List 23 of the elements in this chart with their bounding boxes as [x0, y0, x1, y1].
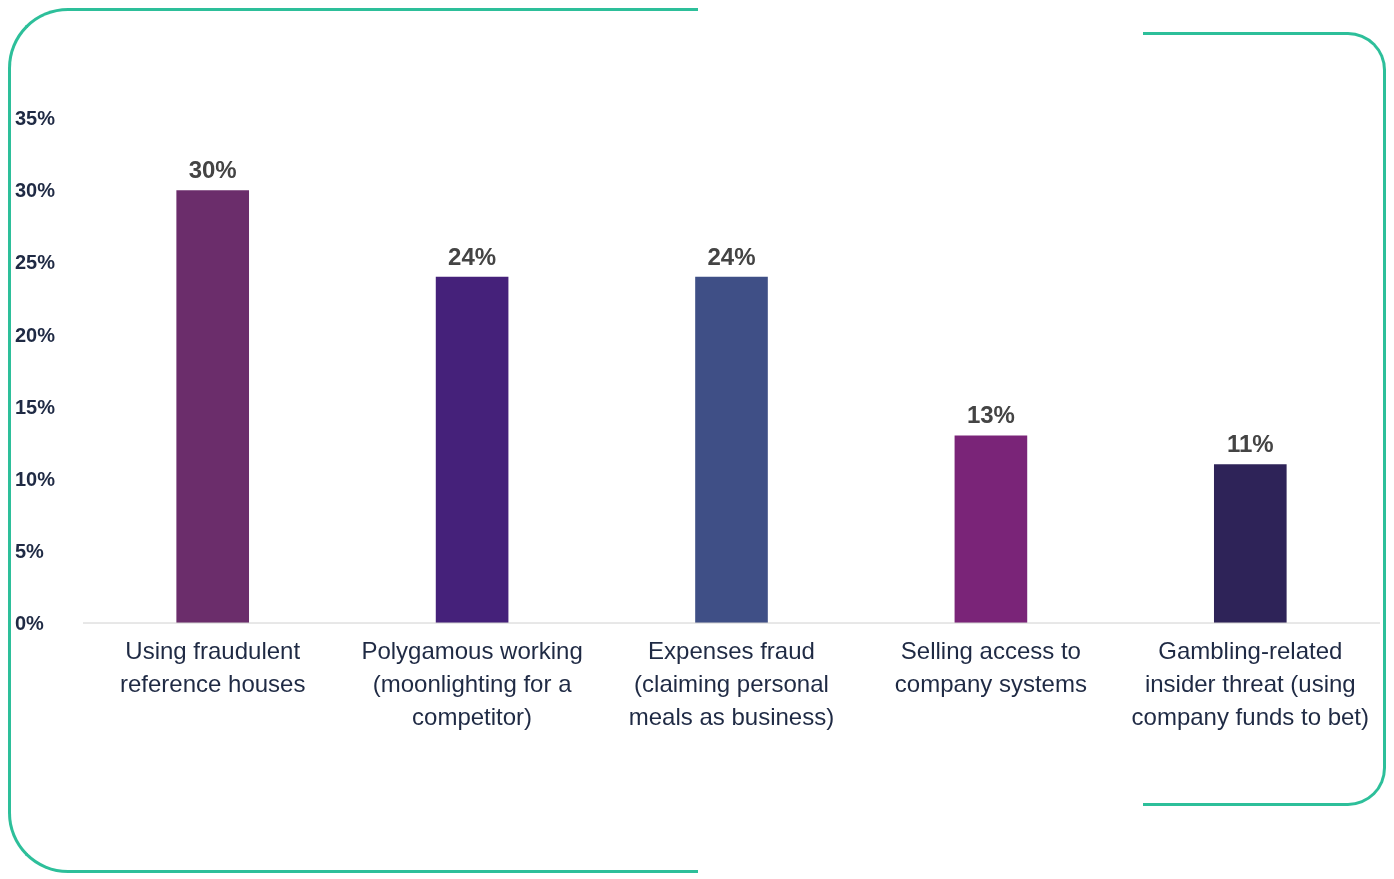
data-label: 13% [966, 401, 1015, 429]
x-tick-label: Using fraudulent reference houses [119, 637, 306, 697]
data-label: 24% [448, 242, 497, 270]
y-tick-label: 20% [15, 323, 56, 346]
bar [176, 190, 250, 623]
bar [954, 435, 1028, 623]
y-tick-label: 0% [15, 612, 45, 635]
y-tick-label: 15% [15, 395, 56, 418]
x-tick-label: Polygamous working (moonlighting for a competitor) [361, 637, 583, 730]
y-tick-label: 5% [15, 539, 45, 562]
bar [1213, 464, 1287, 623]
bar [695, 276, 768, 623]
data-label: 30% [188, 156, 237, 184]
y-tick-label: 10% [15, 467, 56, 490]
x-tick-label: Gambling-related insider threat (using company funds to bet) [1131, 637, 1370, 730]
x-tick-label: Expenses fraud (claiming personal meals as business) [628, 637, 835, 730]
y-tick-label: 30% [15, 179, 56, 202]
data-label: 11% [1226, 430, 1274, 458]
data-label: 24% [707, 242, 756, 270]
x-tick-label: Selling access to company systems [894, 637, 1087, 697]
bar [435, 276, 509, 623]
y-tick-label: 35% [15, 107, 56, 130]
y-tick-label: 25% [15, 251, 56, 274]
